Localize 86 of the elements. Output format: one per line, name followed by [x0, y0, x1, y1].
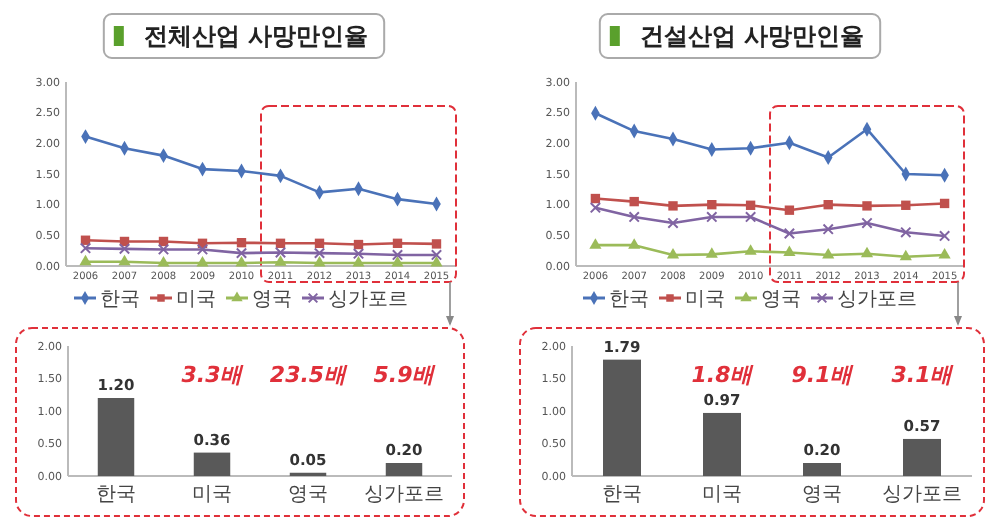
- legend-label: 미국: [176, 289, 216, 311]
- point: [235, 247, 248, 259]
- annotation: 3.3배: [181, 362, 245, 388]
- point: [707, 199, 717, 210]
- point: [196, 255, 209, 267]
- legend-label: 싱가포르: [328, 289, 408, 311]
- point: [352, 255, 365, 267]
- point: [744, 211, 757, 223]
- point: [313, 255, 326, 267]
- point: [431, 239, 442, 249]
- point: [938, 230, 951, 242]
- chart-title: 건설산업 사망만인율: [639, 22, 865, 50]
- point: [899, 249, 912, 261]
- legend-label: 한국: [609, 289, 649, 311]
- point: [705, 247, 718, 258]
- point: [784, 205, 795, 215]
- point: [275, 238, 286, 248]
- point: [628, 211, 640, 223]
- bar: [903, 438, 941, 476]
- point: [668, 201, 678, 211]
- point: [79, 242, 92, 254]
- point: [667, 217, 679, 229]
- point: [783, 227, 796, 240]
- point: [392, 238, 403, 248]
- point: [118, 243, 131, 255]
- point: [274, 255, 287, 266]
- point: [274, 246, 287, 259]
- annotation: 5.9배: [373, 362, 437, 388]
- point: [157, 255, 170, 267]
- legend-label: 영국: [252, 289, 292, 311]
- x-tick-label: 미국: [702, 484, 742, 507]
- point: [391, 249, 404, 261]
- annotation: 23.5배: [269, 362, 349, 388]
- annotation: 3.1배: [891, 362, 955, 388]
- bar: [803, 463, 841, 476]
- bar: [385, 463, 423, 476]
- point: [938, 247, 951, 259]
- bar: [603, 359, 641, 476]
- point: [314, 238, 325, 248]
- point: [353, 239, 364, 250]
- annotation: 9.1배: [791, 362, 855, 388]
- point: [939, 198, 950, 209]
- point: [589, 202, 602, 214]
- point: [862, 201, 872, 211]
- x-tick-label: 영국: [802, 484, 842, 507]
- point: [822, 247, 835, 259]
- point: [352, 248, 365, 260]
- point: [236, 238, 247, 248]
- point: [235, 255, 248, 267]
- point: [744, 244, 757, 255]
- point: [430, 249, 443, 261]
- bar: [193, 452, 231, 476]
- legend-label: 영국: [761, 289, 801, 311]
- point: [590, 193, 601, 204]
- x-tick-label: 한국: [602, 484, 642, 507]
- point: [79, 254, 92, 266]
- point: [628, 238, 641, 249]
- chart-title: 전체산업 사망만인율: [143, 22, 369, 50]
- bar: [97, 398, 135, 476]
- point: [391, 255, 404, 267]
- bar: [703, 412, 741, 476]
- point: [745, 200, 756, 210]
- x-tick-label: 한국: [96, 484, 136, 507]
- point: [861, 217, 873, 229]
- x-tick-label: 미국: [192, 484, 232, 507]
- point: [629, 196, 639, 207]
- point: [196, 243, 209, 256]
- point: [860, 246, 874, 258]
- point: [118, 254, 131, 266]
- point: [157, 243, 170, 256]
- legend-label: 싱가포르: [837, 289, 917, 311]
- annotation: 1.8배: [691, 362, 755, 388]
- legend-label: 한국: [100, 289, 140, 311]
- point: [313, 247, 326, 259]
- point: [706, 211, 718, 223]
- legend-label: 미국: [685, 289, 725, 311]
- point: [589, 238, 602, 249]
- x-tick-label: 싱가포르: [364, 484, 444, 507]
- point: [823, 199, 833, 210]
- x-tick-label: 싱가포르: [882, 484, 962, 507]
- point: [822, 223, 834, 235]
- point: [901, 200, 911, 210]
- point: [783, 245, 796, 257]
- point: [900, 226, 912, 238]
- x-tick-label: 영국: [288, 484, 328, 507]
- point: [430, 255, 443, 267]
